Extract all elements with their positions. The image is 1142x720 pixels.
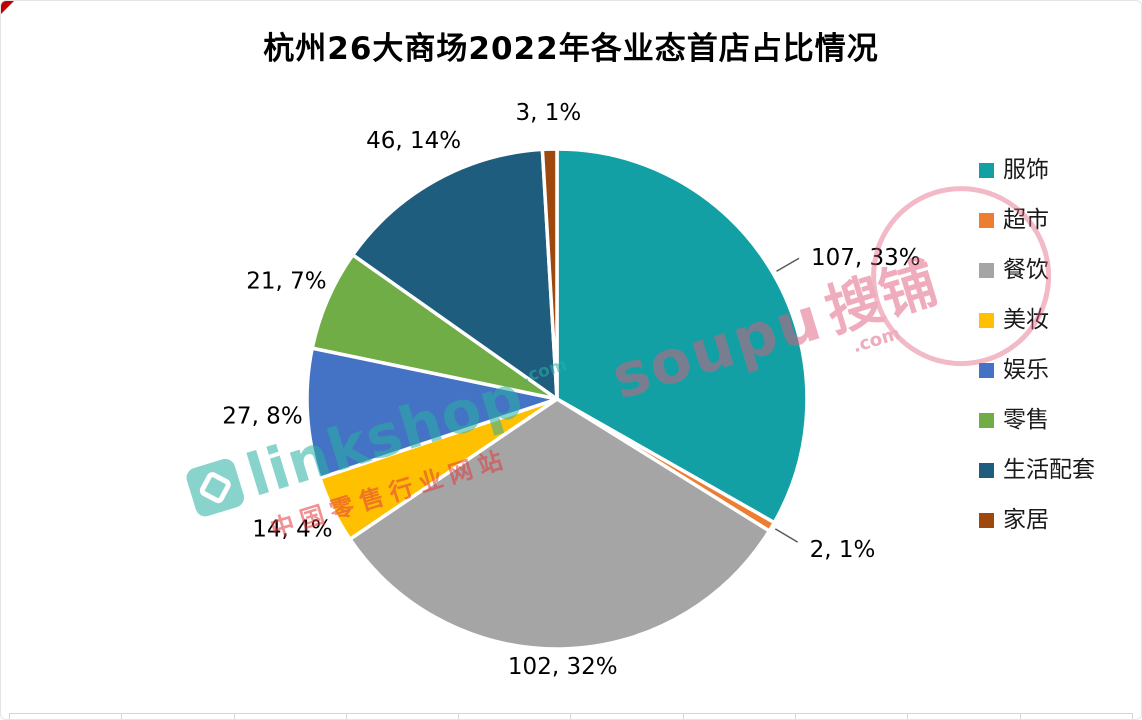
table-edge-cell [571,714,684,719]
table-edge-cell [347,714,460,719]
pie-data-label: 102, 32% [508,654,618,680]
pie-slice-家居 [540,147,559,401]
table-edge-cell [459,714,572,719]
legend-item-生活配套: 生活配套 [979,459,1095,482]
legend-swatch [979,263,994,278]
legend-label: 超市 [1003,207,1049,233]
legend-item-家居: 家居 [979,509,1095,532]
legend-label: 美妆 [1003,307,1049,333]
legend-swatch [979,313,994,328]
legend-swatch [979,163,994,178]
legend-item-餐饮: 餐饮 [979,259,1095,282]
pie-data-label: 2, 1% [810,537,876,563]
legend: 服饰超市餐饮美妆娱乐零售生活配套家居 [979,159,1095,532]
legend-swatch [979,513,994,528]
pie-data-label: 27, 8% [222,403,302,429]
legend-item-超市: 超市 [979,209,1095,232]
legend-label: 娱乐 [1003,357,1049,383]
table-edge-cell [684,714,797,719]
pie-slice-服饰 [555,147,809,525]
legend-item-娱乐: 娱乐 [979,359,1095,382]
legend-swatch [979,463,994,478]
legend-swatch [979,413,994,428]
table-edge-cell [796,714,909,719]
legend-item-美妆: 美妆 [979,309,1095,332]
legend-label: 生活配套 [1003,457,1095,483]
table-edge-cell [1021,714,1133,719]
table-edge-cell [122,714,235,719]
legend-label: 零售 [1003,407,1049,433]
pie-slice-餐饮 [348,397,772,651]
pie-data-label: 21, 7% [246,268,326,294]
pie-data-label: 107, 33% [811,245,921,271]
legend-swatch [979,213,994,228]
legend-item-服饰: 服饰 [979,159,1095,182]
legend-label: 家居 [1003,507,1049,533]
legend-swatch [979,363,994,378]
pie-data-label: 46, 14% [366,128,461,154]
pie-slice-娱乐 [305,346,559,480]
legend-item-零售: 零售 [979,409,1095,432]
table-edge-cell [235,714,347,719]
pie-data-label: 14, 4% [252,517,332,543]
legend-label: 服饰 [1003,157,1049,183]
pie-data-label: 3, 1% [515,100,581,126]
table-edge-cell [9,714,123,719]
corner-mark [1,1,14,14]
chart-title: 杭州26大商场2022年各业态首店占比情况 [263,31,879,67]
legend-label: 餐饮 [1003,257,1049,283]
pie-label-leader-line [774,528,799,543]
table-edge-cell [908,714,1021,719]
pie-label-leader-line [776,257,800,272]
table-edge-strip [9,713,1133,719]
pie-slice-生活配套 [351,147,559,401]
